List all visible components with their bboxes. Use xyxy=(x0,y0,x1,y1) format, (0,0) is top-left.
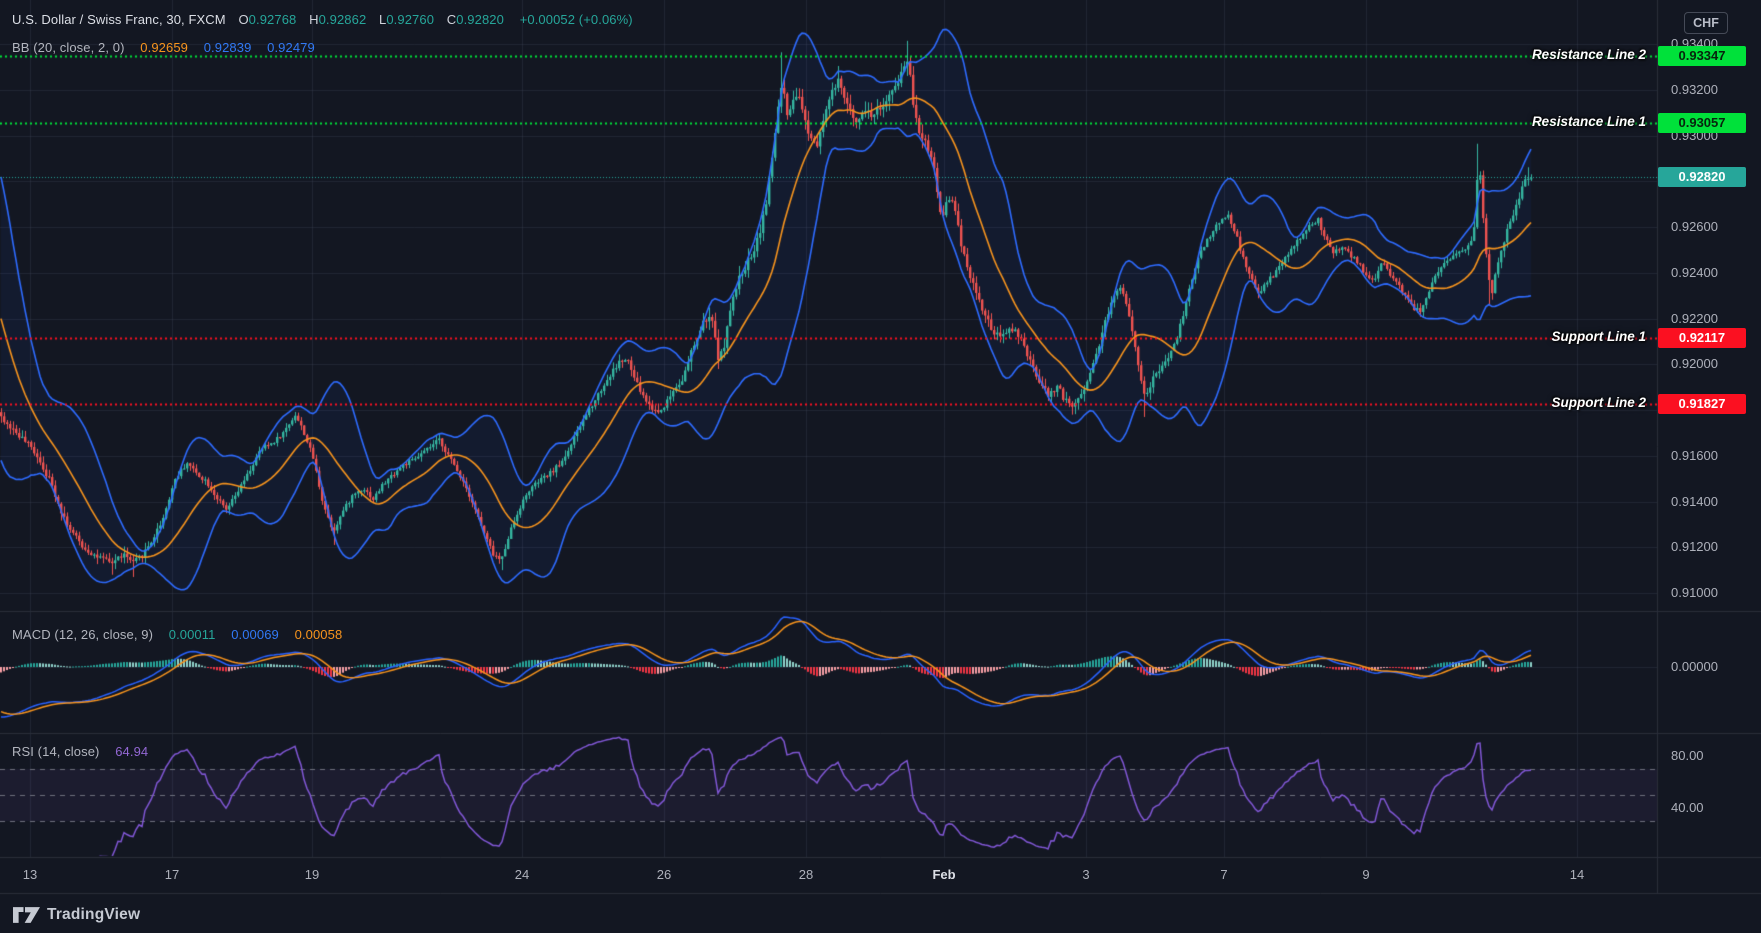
resistance-line-label: Resistance Line 2 xyxy=(1531,47,1646,63)
price-tick-label: 0.91200 xyxy=(1671,539,1718,555)
price-tick-label: 0.93200 xyxy=(1671,82,1718,97)
price-tick-label: 0.92000 xyxy=(1671,356,1718,372)
time-tick-label: 19 xyxy=(304,867,320,882)
change-value: +0.00052 (+0.06%) xyxy=(519,12,633,27)
support-line-label: Support Line 1 xyxy=(1551,328,1647,344)
close-value: 0.92820 xyxy=(456,12,504,27)
time-tick-label: 14 xyxy=(1569,867,1585,882)
current-price-box: 0.92820 xyxy=(1658,166,1746,187)
rsi-axis-label: 40.00 xyxy=(1671,800,1704,815)
macd-signal-value: 0.00058 xyxy=(294,627,343,642)
time-tick-label: Feb xyxy=(932,867,956,882)
currency-badge[interactable]: CHF xyxy=(1684,12,1728,34)
price-tick-label: 0.92400 xyxy=(1671,264,1718,280)
open-value: 0.92768 xyxy=(248,12,297,27)
time-tick-label: 9 xyxy=(1362,867,1370,882)
time-tick-label: 26 xyxy=(656,867,672,882)
high-value: 0.92862 xyxy=(318,12,367,27)
tradingview-logo-text: TradingView xyxy=(47,906,141,923)
tradingview-logo-icon xyxy=(13,907,40,923)
support-line-label: Support Line 2 xyxy=(1551,394,1647,410)
macd-axis-label: 0.00000 xyxy=(1671,659,1718,674)
low-label: L xyxy=(379,12,387,27)
close-label: C xyxy=(446,12,457,27)
bb-legend: BB (20, close, 2, 0) 0.92659 0.92839 0.9… xyxy=(12,40,315,55)
time-tick-label: 28 xyxy=(798,867,814,882)
price-tick-label: 0.92600 xyxy=(1671,219,1718,235)
support-price-box: 0.92117 xyxy=(1658,327,1746,348)
time-tick-label: 17 xyxy=(164,867,180,882)
macd-hist-value: 0.00011 xyxy=(168,627,216,642)
high-label: H xyxy=(309,12,319,27)
rsi-legend: RSI (14, close) 64.94 xyxy=(12,744,148,759)
bb-lower-value: 0.92479 xyxy=(267,40,315,55)
bb-label: BB (20, close, 2, 0) xyxy=(12,40,125,55)
resistance-price-box: 0.93057 xyxy=(1658,112,1746,133)
support-price-box: 0.91827 xyxy=(1658,393,1746,414)
price-tick-label: 0.91000 xyxy=(1671,584,1718,600)
price-tick-label: 0.91600 xyxy=(1671,447,1718,463)
resistance-price-box: 0.93347 xyxy=(1658,46,1746,67)
resistance-line-label: Resistance Line 1 xyxy=(1531,113,1646,129)
tradingview-logo-link[interactable]: TradingView xyxy=(13,906,140,924)
macd-legend: MACD (12, 26, close, 9) 0.00011 0.00069 … xyxy=(12,627,342,642)
open-label: O xyxy=(238,12,249,27)
macd-line-value: 0.00069 xyxy=(231,627,279,642)
macd-label: MACD (12, 26, close, 9) xyxy=(12,627,154,642)
price-tick-label: 0.91400 xyxy=(1671,493,1718,509)
rsi-value: 64.94 xyxy=(115,744,149,759)
time-tick-label: 24 xyxy=(514,867,530,882)
symbol-legend: U.S. Dollar / Swiss Franc, 30, FXCM O0.9… xyxy=(12,12,633,27)
symbol-title: U.S. Dollar / Swiss Franc, 30, FXCM xyxy=(12,12,226,27)
time-tick-label: 3 xyxy=(1082,867,1090,882)
bb-upper-value: 0.92839 xyxy=(203,40,252,55)
low-value: 0.92760 xyxy=(386,12,435,27)
price-tick-label: 0.92200 xyxy=(1671,310,1718,326)
time-tick-label: 13 xyxy=(22,867,38,882)
rsi-axis-label: 80.00 xyxy=(1671,748,1704,763)
time-tick-label: 7 xyxy=(1220,867,1228,882)
bb-basis-value: 0.92659 xyxy=(140,40,188,55)
rsi-label: RSI (14, close) xyxy=(12,744,100,759)
